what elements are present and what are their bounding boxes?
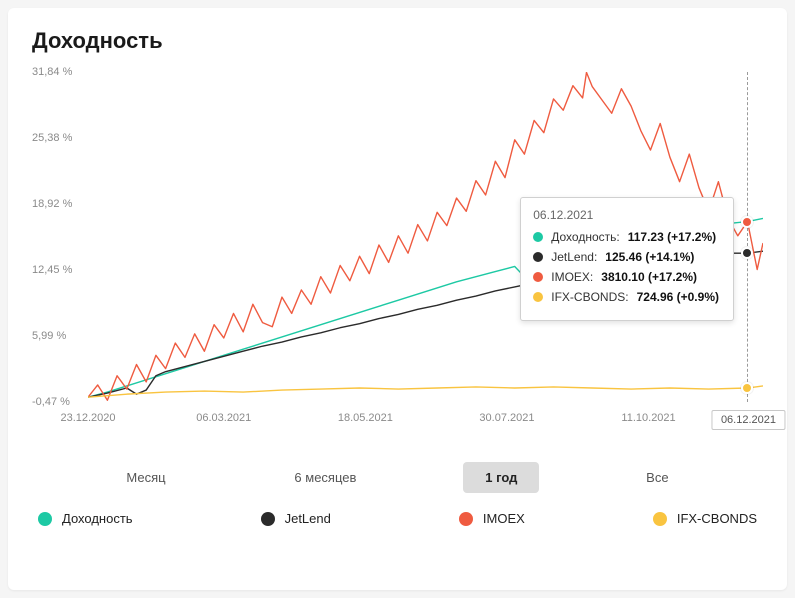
period-tab[interactable]: Месяц bbox=[104, 462, 187, 493]
tooltip-value: 724.96 (+0.9%) bbox=[637, 290, 719, 304]
x-tick-label: 30.07.2021 bbox=[479, 412, 534, 424]
tooltip-dot-icon bbox=[533, 232, 543, 242]
legend-item[interactable]: IFX-CBONDS bbox=[653, 511, 757, 526]
tooltip-label: IMOEX: bbox=[551, 270, 593, 284]
y-tick-label: -0,47 % bbox=[32, 396, 70, 408]
tooltip-value: 3810.10 (+17.2%) bbox=[601, 270, 697, 284]
y-tick-label: 31,84 % bbox=[32, 66, 72, 78]
chart-legend: Доходность JetLend IMOEX IFX-CBONDS bbox=[32, 511, 763, 526]
tooltip-rows: Доходность: 117.23 (+17.2%) JetLend: 125.46… bbox=[533, 230, 719, 304]
tooltip-label: Доходность: bbox=[551, 230, 619, 244]
tooltip-value: 117.23 (+17.2%) bbox=[628, 230, 716, 244]
y-axis: -0,47 %5,99 %12,45 %18,92 %25,38 %31,84 … bbox=[32, 72, 88, 402]
period-tabs: Месяц 6 месяцев 1 год Все bbox=[32, 462, 763, 493]
tooltip-label: IFX-CBONDS: bbox=[551, 290, 628, 304]
series-line bbox=[88, 386, 763, 397]
x-tick-label: 11.10.2021 bbox=[621, 412, 675, 424]
y-tick-label: 5,99 % bbox=[32, 330, 66, 342]
tooltip-dot-icon bbox=[533, 252, 543, 262]
x-tick-label: 18.05.2021 bbox=[338, 412, 393, 424]
legend-item[interactable]: Доходность bbox=[38, 511, 133, 526]
tooltip-dot-icon bbox=[533, 272, 543, 282]
y-tick-label: 12,45 % bbox=[32, 264, 72, 276]
tooltip-date: 06.12.2021 bbox=[533, 208, 719, 222]
x-tick-label: 06.03.2021 bbox=[196, 412, 251, 424]
tooltip-row: JetLend: 125.46 (+14.1%) bbox=[533, 250, 719, 264]
tooltip-row: IFX-CBONDS: 724.96 (+0.9%) bbox=[533, 290, 719, 304]
tooltip-row: IMOEX: 3810.10 (+17.2%) bbox=[533, 270, 719, 284]
x-tick-label: 23.12.2020 bbox=[60, 412, 115, 424]
legend-label: Доходность bbox=[62, 511, 133, 526]
crosshair-line: 06.12.2021 bbox=[747, 72, 748, 402]
hover-marker bbox=[741, 382, 753, 394]
x-axis: 23.12.202006.03.202118.05.202130.07.2021… bbox=[88, 408, 763, 432]
legend-dot-icon bbox=[653, 512, 667, 526]
yield-card: Доходность -0,47 % 5,99 % 12,45 % 18,92 % 25… bbox=[8, 8, 787, 590]
y-tick-label: 18,92 % bbox=[32, 198, 72, 210]
legend-item[interactable]: IMOEX bbox=[459, 511, 525, 526]
legend-label: JetLend bbox=[285, 511, 331, 526]
y-tick-label: 25,38 % bbox=[32, 132, 72, 144]
hover-marker bbox=[741, 247, 753, 259]
tooltip-label: JetLend: bbox=[551, 250, 597, 264]
period-tab[interactable]: 6 месяцев bbox=[272, 462, 378, 493]
legend-dot-icon bbox=[38, 512, 52, 526]
tooltip-row: Доходность: 117.23 (+17.2%) bbox=[533, 230, 719, 244]
tooltip-dot-icon bbox=[533, 292, 543, 302]
legend-item[interactable]: JetLend bbox=[261, 511, 331, 526]
plot-area[interactable]: 06.12.2021 06.12.2021 Доходность: 117.23 … bbox=[88, 72, 763, 402]
hover-marker bbox=[741, 216, 753, 228]
period-tab[interactable]: 1 год bbox=[463, 462, 539, 493]
chart-tooltip: 06.12.2021 Доходность: 117.23 (+17.2%) Jet… bbox=[520, 197, 734, 321]
legend-dot-icon bbox=[261, 512, 275, 526]
page-title: Доходность bbox=[32, 28, 763, 54]
period-tab[interactable]: Все bbox=[624, 462, 690, 493]
legend-label: IFX-CBONDS bbox=[677, 511, 757, 526]
legend-label: IMOEX bbox=[483, 511, 525, 526]
yield-chart[interactable]: -0,47 %5,99 %12,45 %18,92 %25,38 %31,84 … bbox=[32, 72, 763, 432]
legend-dot-icon bbox=[459, 512, 473, 526]
tooltip-value: 125.46 (+14.1%) bbox=[605, 250, 694, 264]
